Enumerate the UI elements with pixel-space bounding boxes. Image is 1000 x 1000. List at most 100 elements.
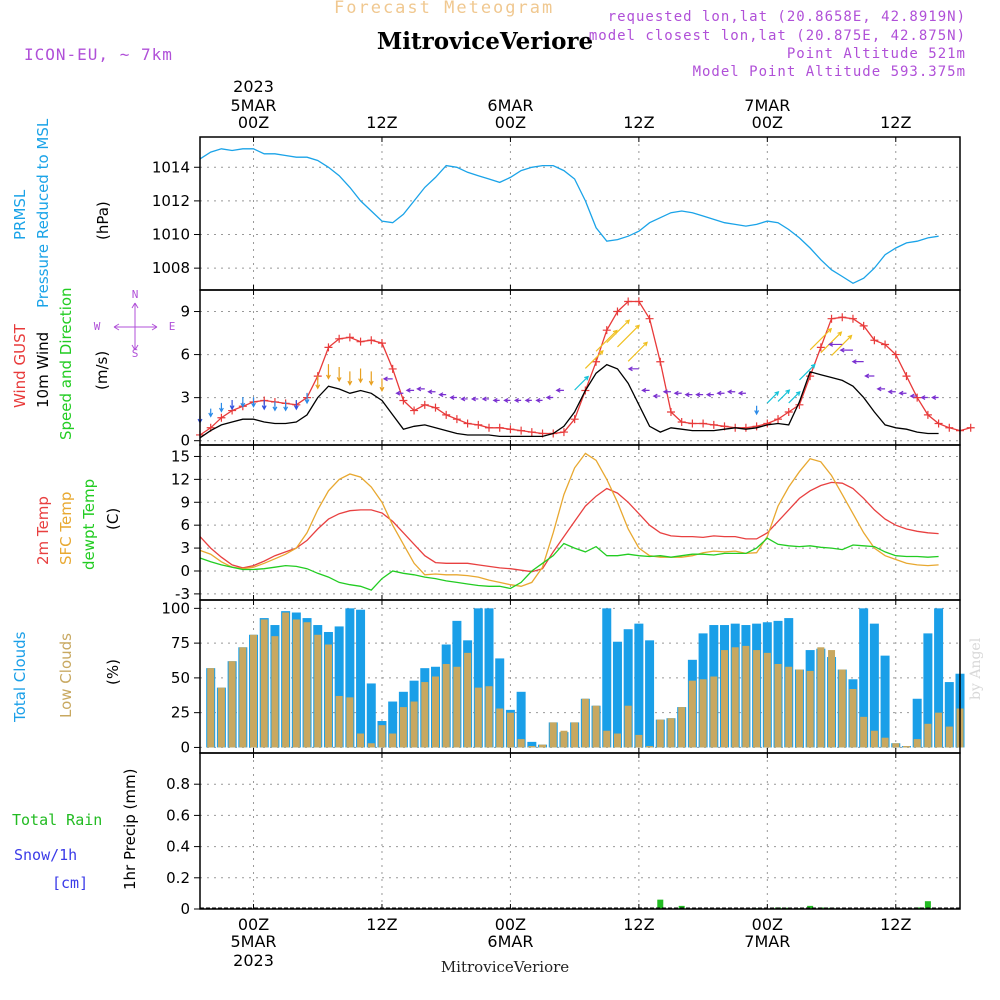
compass-south: S	[132, 347, 139, 360]
total-cloud-bar	[944, 682, 954, 748]
gust-marker	[688, 419, 697, 428]
point-altitude: Point Altitude 521m	[786, 46, 966, 62]
low-cloud-bar	[357, 733, 365, 748]
low-cloud-bar	[731, 647, 739, 748]
total-cloud-bar	[612, 641, 622, 748]
top-time-label: 12Z	[880, 113, 911, 132]
precip-label: 1hr Precip (mm)	[121, 769, 139, 890]
rain-bar	[807, 905, 814, 909]
pressure-label-long: Pressure Reduced to MSL	[34, 118, 52, 308]
wind-direction-arrow	[524, 397, 532, 403]
wind-direction-arrow	[887, 389, 896, 395]
low-cloud-bar	[303, 622, 311, 748]
total-cloud-bar	[473, 608, 483, 748]
gust-marker	[410, 406, 419, 415]
wind-direction-arrow	[416, 386, 425, 392]
model-label: ICON-EU, ~ 7km	[24, 45, 173, 64]
gust-marker	[645, 314, 654, 323]
series-line	[199, 363, 939, 439]
wind-direction-arrow	[920, 395, 928, 400]
gust-marker	[388, 364, 397, 373]
gust-marker	[966, 423, 975, 432]
gust-marker	[485, 423, 494, 432]
total-cloud-bar	[912, 698, 922, 748]
bottom-time-label: 00Z	[495, 915, 526, 934]
low-cloud-bar	[721, 650, 729, 748]
low-cloud-bar	[228, 661, 236, 748]
low-cloud-bar	[239, 647, 247, 748]
y-tick-label: 0	[180, 900, 190, 918]
low-cloud-bar	[860, 716, 868, 748]
wind-direction-arrow	[828, 341, 843, 347]
wind-direction-arrow	[574, 375, 590, 391]
wind-direction-label: Speed and Direction	[57, 287, 75, 440]
wind-direction-arrow	[481, 396, 490, 402]
gust-marker	[913, 393, 922, 402]
total-cloud-bar	[366, 683, 376, 748]
gust-marker	[517, 426, 526, 435]
low-cloud-bar	[581, 698, 589, 748]
wind-direction-arrow	[726, 389, 736, 395]
gust-marker	[335, 334, 344, 343]
low-cloud-bar	[250, 634, 258, 748]
low-cloud-bar	[849, 689, 857, 748]
requested-coords: requested lon,lat (20.8658E, 42.8919N)	[607, 9, 966, 25]
low-cloud-bar	[945, 726, 953, 748]
gust-marker	[377, 339, 386, 348]
total-cloud-bar	[869, 623, 879, 748]
wind-direction-arrow	[876, 386, 886, 392]
wind-direction-arrow	[336, 367, 342, 383]
gust-marker	[923, 410, 932, 419]
low-cloud-bar	[410, 701, 418, 748]
gust-marker	[570, 415, 579, 424]
total-cloud-bar	[623, 629, 633, 748]
gust-marker	[463, 419, 472, 428]
compass-west: W	[94, 320, 101, 333]
low-cloud-bar	[442, 663, 450, 748]
gust-marker	[709, 420, 718, 429]
y-tick-label: 6	[180, 346, 190, 364]
y-tick-label: 75	[171, 634, 190, 652]
gust-marker	[859, 321, 868, 330]
y-tick-label: 0	[180, 562, 190, 580]
wind-direction-arrow	[438, 392, 447, 398]
y-tick-label: 0	[180, 432, 190, 450]
snow-label: Snow/1h	[14, 846, 77, 864]
wind-direction-arrow	[766, 390, 780, 404]
wind-direction-arrow	[705, 392, 714, 398]
low-cloud-bar	[774, 663, 782, 748]
gust-marker	[474, 420, 483, 429]
top-time-label: 7MAR	[744, 96, 790, 115]
low-cloud-bar	[292, 619, 300, 748]
wind-direction-arrow	[535, 397, 543, 403]
low-cloud-bar	[453, 666, 461, 748]
low-cloud-bar	[838, 669, 846, 748]
low-cloud-bar	[870, 730, 878, 748]
y-tick-label: 50	[171, 669, 190, 687]
y-tick-label: 6	[180, 516, 190, 534]
total-cloud-bar	[934, 608, 944, 748]
total-cloud-bar	[495, 658, 505, 748]
pressure-label: PRMSL	[11, 189, 29, 240]
y-tick-label: 1012	[152, 192, 190, 210]
pressure-unit: (hPa)	[94, 201, 112, 240]
wind-direction-arrow	[627, 341, 648, 362]
wind-direction-arrow	[460, 396, 468, 402]
gust-marker	[784, 407, 793, 416]
wind-direction-arrow	[545, 395, 554, 400]
low-cloud-bar	[378, 725, 386, 748]
rain-label: Total Rain	[12, 811, 102, 829]
low-cloud-bar	[282, 612, 290, 748]
low-cloud-label: Low Clouds	[57, 633, 75, 718]
wind-direction-arrow	[898, 390, 907, 396]
wind-direction-arrow	[641, 387, 650, 393]
compass-north: N	[132, 288, 139, 301]
total-cloud-bar	[880, 655, 890, 748]
wind-direction-arrow	[503, 397, 511, 403]
gust-marker	[431, 403, 440, 412]
low-cloud-bar	[635, 734, 643, 748]
gust-marker	[613, 307, 622, 316]
top-time-label: 12Z	[366, 113, 397, 132]
wind-direction-arrow	[864, 373, 875, 379]
